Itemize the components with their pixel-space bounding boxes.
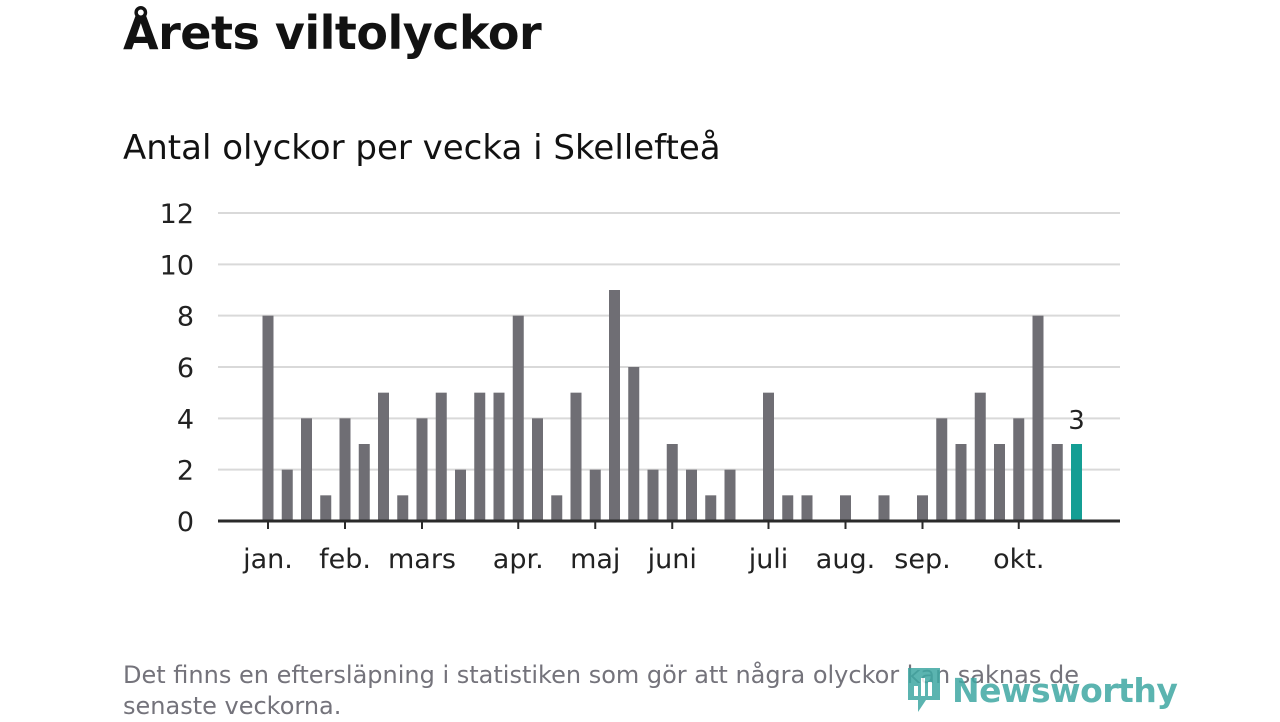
bar [281,469,293,521]
bar [301,418,312,521]
bar [378,392,389,521]
bar [840,495,851,521]
chart-subtitle: Antal olyckor per vecka i Skellefteå [123,128,721,168]
bar [339,418,351,521]
data-label: 3 [1068,406,1085,436]
x-axis-ticks: jan. feb. mars apr. maj juni juli aug. sep. okt. [242,521,1044,575]
bar [1051,444,1063,521]
bar [801,495,813,521]
bar [551,495,563,521]
bar [666,444,678,521]
y-tick-label: 10 [160,250,194,281]
bar [589,469,601,521]
bar [262,315,274,521]
x-tick-label: apr. [493,544,544,575]
bar [1013,418,1025,521]
bar [493,392,505,521]
bar [474,392,486,521]
bar-chart: 0 2 4 6 8 10 12 3 jan. feb. mars apr. maj juni juli a… [160,199,1120,575]
x-tick-label: juli [748,544,789,575]
y-tick-label: 2 [177,456,194,487]
y-tick-label: 4 [177,404,194,435]
bar [936,418,948,521]
bar [955,444,967,521]
y-axis-tick-labels: 0 2 4 6 8 10 12 [160,199,194,538]
bar [628,367,640,521]
newsworthy-logo-icon [908,668,940,712]
bar [512,315,524,521]
newsworthy-brand: Newsworthy [952,670,1178,710]
bar [647,469,659,521]
bar [782,495,794,521]
bar [416,418,428,521]
bar [532,418,543,521]
bar [917,495,928,521]
bar [609,290,620,521]
bar [974,392,986,521]
bar [358,444,370,521]
bar [1071,444,1082,521]
chart-title: Årets viltolyckor [123,6,542,60]
bar [686,469,697,521]
y-tick-label: 12 [160,199,194,230]
x-tick-label: aug. [816,544,875,575]
bar [705,495,717,521]
bar [435,392,447,521]
y-tick-label: 8 [177,302,194,333]
x-tick-label: sep. [894,544,950,575]
bar [320,495,332,521]
bar [878,495,890,521]
x-tick-label: okt. [993,544,1044,575]
x-tick-label: mars [388,544,456,575]
bars: 3 [262,290,1085,521]
y-tick-label: 6 [177,353,194,384]
bar [1032,315,1044,521]
bar [455,469,466,521]
bar [994,444,1005,521]
y-tick-label: 0 [177,507,194,538]
bar [397,495,409,521]
x-tick-label: maj [570,544,620,575]
bar [763,392,774,521]
newsworthy-logo[interactable]: Newsworthy [904,664,1178,716]
bar [724,469,736,521]
bar [570,392,582,521]
x-tick-label: feb. [319,544,371,575]
x-tick-label: juni [647,544,697,575]
x-tick-label: jan. [242,544,293,575]
